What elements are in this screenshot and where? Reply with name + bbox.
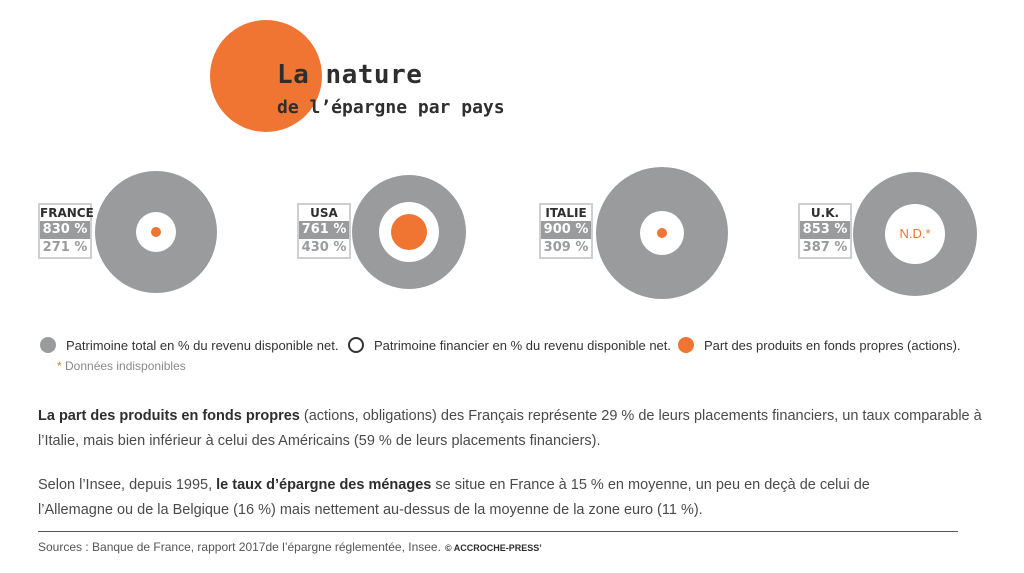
para1-text: (actions, obligations) des Français repr… — [38, 408, 982, 449]
financial-circle-uk — [885, 204, 945, 264]
legend-financial-label: Patrimoine financier en % du revenu disp… — [374, 337, 672, 353]
grey-dot-icon — [40, 337, 56, 353]
divider — [38, 531, 958, 532]
total-value: 761 % — [299, 221, 349, 239]
copyright: © ACCROCHE-PRESS’ — [444, 543, 542, 553]
label-italie: ITALIE 900 % 309 % — [539, 203, 593, 259]
chart-title: La nature — [277, 60, 423, 90]
sources-text: Sources : Banque de France, rapport 2017… — [38, 540, 441, 554]
financial-value: 387 % — [802, 240, 848, 255]
legend-equity: Part des produits en fonds propres (acti… — [678, 337, 961, 353]
para1-bold: La part des produits en fonds propres — [38, 408, 300, 424]
total-value: 853 % — [800, 221, 850, 239]
sources-line: Sources : Banque de France, rapport 2017… — [38, 540, 542, 554]
orange-dot-icon — [678, 337, 694, 353]
label-uk: U.K. 853 % 387 % — [798, 203, 852, 259]
financial-value: 430 % — [301, 240, 347, 255]
label-usa: USA 761 % 430 % — [297, 203, 351, 259]
footnote-text: Données indisponibles — [61, 359, 186, 373]
para2-bold: le taux d’épargne des ménages — [216, 477, 432, 493]
legend-financial: Patrimoine financier en % du revenu disp… — [348, 337, 671, 353]
country-name: USA — [310, 206, 338, 220]
total-value: 900 % — [541, 221, 591, 239]
country-name: U.K. — [810, 206, 840, 220]
not-available-label: N.D.* — [899, 226, 931, 241]
para2-pre: Selon l’Insee, depuis 1995, — [38, 477, 217, 493]
equity-dot-italie — [657, 228, 667, 238]
country-name: FRANCE — [40, 206, 94, 220]
para2-post: se situe en France à 15 % en moyenne, un… — [38, 477, 870, 518]
chart-subtitle: de l’épargne par pays — [277, 97, 505, 118]
equity-dot-usa — [391, 214, 427, 250]
equity-dot-france — [151, 227, 161, 237]
legend-equity-label: Part des produits en fonds propres (acti… — [704, 337, 961, 353]
paragraph-1: La part des produits en fonds propres (a… — [38, 404, 988, 454]
title-orange-circle — [210, 20, 322, 132]
legend-total-label: Patrimoine total en % du revenu disponib… — [66, 337, 339, 353]
white-circle-icon — [348, 337, 364, 353]
country-name: ITALIE — [545, 206, 587, 220]
financial-value: 271 % — [42, 240, 88, 255]
legend-total: Patrimoine total en % du revenu disponib… — [40, 337, 338, 353]
total-value: 830 % — [40, 221, 90, 239]
footnote-star: * — [57, 359, 62, 373]
footnote: * Données indisponibles — [57, 359, 186, 373]
paragraph-2: Selon l’Insee, depuis 1995, le taux d’ép… — [38, 473, 938, 523]
label-france: FRANCE 830 % 271 % — [38, 203, 94, 259]
financial-value: 309 % — [543, 240, 589, 255]
